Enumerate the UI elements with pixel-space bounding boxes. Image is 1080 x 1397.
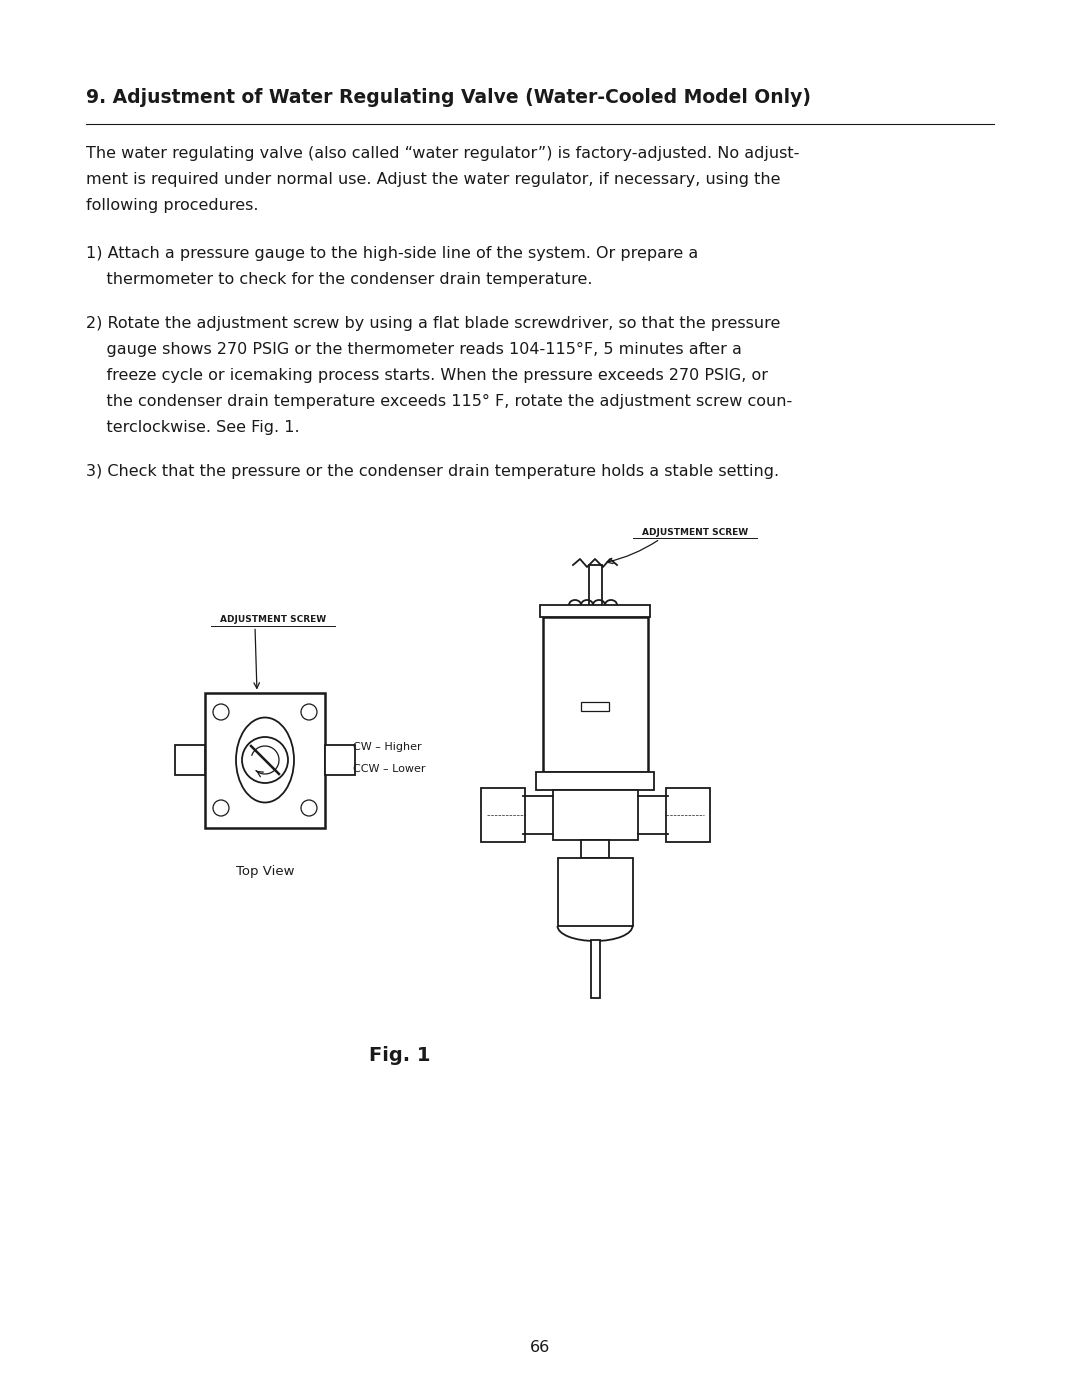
Text: terclockwise. See Fig. 1.: terclockwise. See Fig. 1. [86, 420, 299, 434]
Text: ADJUSTMENT SCREW: ADJUSTMENT SCREW [642, 528, 748, 536]
Circle shape [213, 704, 229, 719]
Circle shape [242, 738, 288, 782]
Bar [591, 940, 599, 997]
Text: Top View: Top View [235, 866, 294, 879]
Ellipse shape [237, 718, 294, 802]
Bar [589, 564, 602, 617]
Bar [553, 789, 637, 840]
Bar [581, 840, 609, 858]
Bar [536, 773, 654, 789]
Text: following procedures.: following procedures. [86, 198, 258, 212]
Text: 66: 66 [530, 1340, 550, 1355]
Text: 3) Check that the pressure or the condenser drain temperature holds a stable set: 3) Check that the pressure or the conden… [86, 464, 779, 479]
Bar [205, 693, 325, 827]
Bar [557, 858, 633, 926]
Bar [325, 745, 355, 775]
Text: Fig. 1: Fig. 1 [369, 1046, 431, 1065]
Text: The water regulating valve (also called “water regulator”) is factory-adjusted. : The water regulating valve (also called … [86, 147, 799, 161]
FancyBboxPatch shape [665, 788, 710, 842]
Text: 2) Rotate the adjustment screw by using a flat blade screwdriver, so that the pr: 2) Rotate the adjustment screw by using … [86, 316, 781, 331]
Bar [175, 745, 205, 775]
Text: CW – Higher: CW – Higher [353, 742, 421, 752]
Text: ment is required under normal use. Adjust the water regulator, if necessary, usi: ment is required under normal use. Adjus… [86, 172, 781, 187]
Bar [542, 617, 648, 773]
Text: CCW – Lower: CCW – Lower [353, 764, 426, 774]
Text: freeze cycle or icemaking process starts. When the pressure exceeds 270 PSIG, or: freeze cycle or icemaking process starts… [86, 367, 768, 383]
Bar [540, 605, 650, 617]
Circle shape [301, 800, 318, 816]
Text: 9. Adjustment of Water Regulating Valve (Water-Cooled Model Only): 9. Adjustment of Water Regulating Valve … [86, 88, 811, 108]
Text: 1) Attach a pressure gauge to the high-side line of the system. Or prepare a: 1) Attach a pressure gauge to the high-s… [86, 246, 699, 261]
FancyBboxPatch shape [481, 788, 525, 842]
Circle shape [213, 800, 229, 816]
Text: gauge shows 270 PSIG or the thermometer reads 104-115°F, 5 minutes after a: gauge shows 270 PSIG or the thermometer … [86, 342, 742, 358]
Text: thermometer to check for the condenser drain temperature.: thermometer to check for the condenser d… [86, 272, 593, 286]
Circle shape [301, 704, 318, 719]
Bar [581, 703, 609, 711]
Text: ADJUSTMENT SCREW: ADJUSTMENT SCREW [220, 616, 326, 624]
Text: the condenser drain temperature exceeds 115° F, rotate the adjustment screw coun: the condenser drain temperature exceeds … [86, 394, 793, 409]
